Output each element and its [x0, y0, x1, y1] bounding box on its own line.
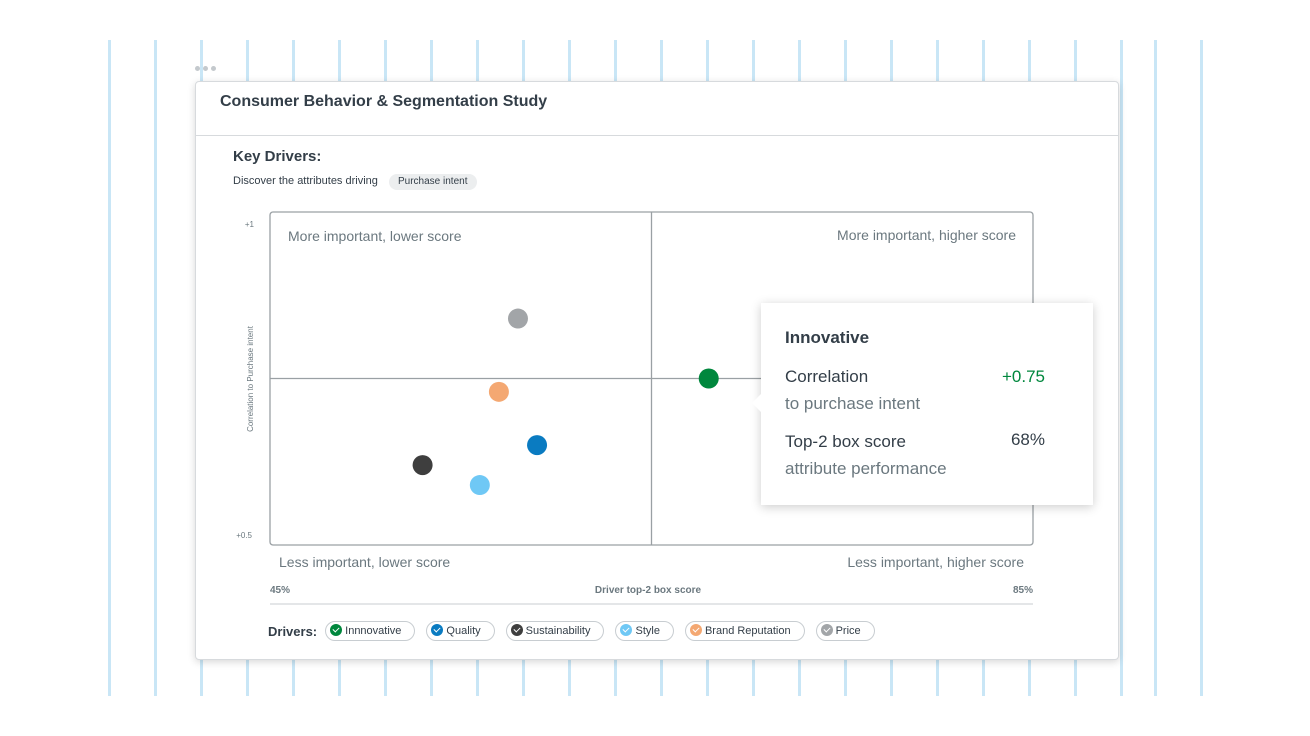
legend-chip-style[interactable]: Style	[615, 621, 674, 641]
quadrant-label-top-right: More important, higher score	[837, 227, 1016, 243]
data-point-tooltip: Innovative Correlation +0.75 to purchase…	[752, 303, 1093, 505]
tooltip-title: Innovative	[785, 328, 870, 347]
y-tick-label: +1	[245, 220, 255, 229]
report-card: Consumer Behavior & Segmentation Study K…	[195, 81, 1119, 660]
page-title: Consumer Behavior & Segmentation Study	[220, 93, 548, 110]
legend-chip-quality[interactable]: Quality	[426, 621, 495, 641]
quadrant-label-top-left: More important, lower score	[288, 228, 462, 244]
legend-chip-label: Style	[635, 625, 660, 637]
legend-chip-innnovative[interactable]: Innnovative	[325, 621, 416, 641]
legend-chip-label: Price	[835, 625, 861, 637]
data-point-innnovative[interactable]	[698, 368, 719, 389]
x-tick-label: 45%	[270, 585, 290, 596]
x-tick-label: 85%	[1013, 585, 1033, 596]
check-icon	[689, 624, 702, 637]
tooltip-row-value: +0.75	[1001, 367, 1045, 386]
legend-chip-label: Quality	[446, 625, 481, 637]
tooltip-row-label: Top-2 box score	[785, 432, 906, 451]
legend-title: Drivers:	[268, 623, 318, 639]
tooltip-row-label: Correlation	[785, 367, 869, 386]
check-icon	[510, 624, 523, 637]
check-icon	[820, 624, 833, 637]
background-stripe	[1120, 40, 1123, 696]
x-axis-label: Driver top-2 box score	[595, 585, 702, 596]
legend-chip-price[interactable]: Price	[815, 621, 875, 641]
legend-chip-label: Brand Reputation	[704, 625, 791, 637]
legend-chip-brand-reputation[interactable]: Brand Reputation	[684, 621, 805, 641]
data-point-sustainability[interactable]	[412, 455, 433, 476]
data-point-quality[interactable]	[527, 435, 548, 456]
quadrant-label-bottom-right: Less important, higher score	[847, 554, 1024, 570]
background-stripe	[154, 40, 157, 696]
legend-chip-sustainability[interactable]: Sustainability	[505, 621, 605, 641]
tooltip-row-sublabel: to purchase intent	[785, 394, 921, 413]
quadrant-label-bottom-left: Less important, lower score	[279, 554, 450, 570]
tooltip-row-value: 68%	[1010, 430, 1045, 449]
y-tick-label: +0.5	[236, 531, 252, 540]
background-stripe	[1200, 40, 1203, 696]
check-icon	[431, 624, 444, 637]
y-axis-label: Correlation to Purchase intent	[246, 325, 255, 432]
drivers-legend: Drivers: Innnovative Quality Sustainability…	[268, 621, 886, 643]
header-divider	[196, 135, 1118, 136]
more-options-icon[interactable]	[195, 66, 219, 71]
data-point-price[interactable]	[507, 308, 528, 329]
section-title: Key Drivers:	[233, 148, 322, 165]
check-icon	[330, 624, 343, 637]
background-stripe	[108, 40, 111, 696]
data-point-brand-reputation[interactable]	[488, 381, 509, 402]
tooltip-row-sublabel: attribute performance	[785, 459, 947, 478]
data-point-style[interactable]	[469, 475, 490, 496]
key-driver-chart: +1 +0.5 Correlation to Purchase intent 4…	[236, 211, 1034, 605]
target-variable-tag[interactable]: Purchase intent	[389, 174, 477, 190]
background-stripe	[1154, 40, 1157, 696]
legend-chip-label: Sustainability	[525, 625, 591, 637]
check-icon	[620, 624, 633, 637]
legend-chip-label: Innnovative	[345, 625, 402, 637]
section-subtitle: Discover the attributes driving	[233, 175, 378, 187]
